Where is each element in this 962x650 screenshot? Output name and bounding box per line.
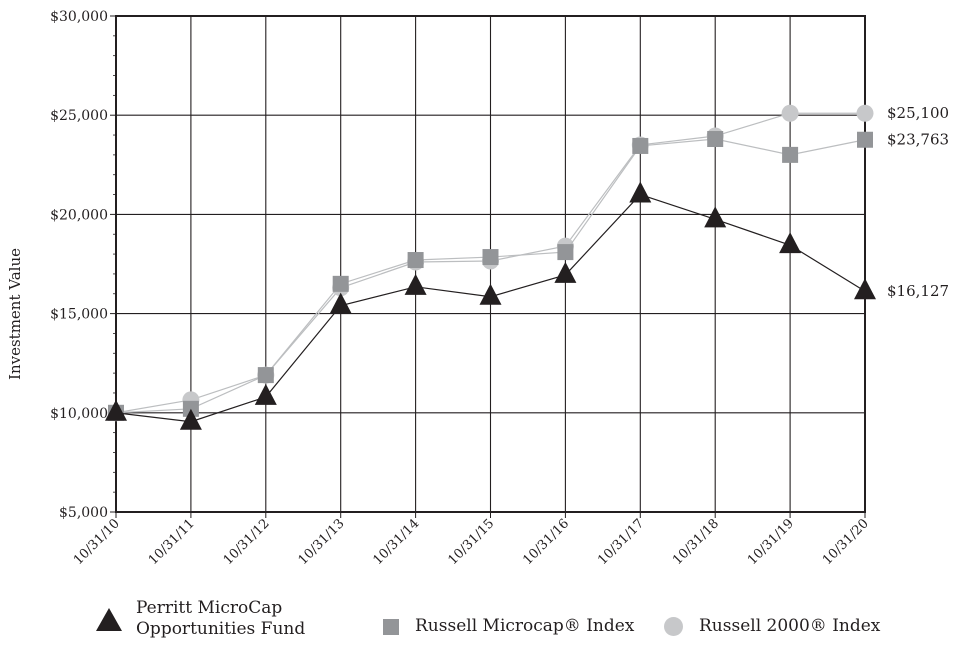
triangle-point: [704, 206, 727, 228]
legend-label-fund-line2: Opportunities Fund: [136, 619, 306, 639]
x-tick-label: 10/31/11: [146, 516, 198, 568]
square-point: [632, 137, 649, 154]
series-triangle: [105, 181, 876, 430]
square-point: [332, 275, 349, 292]
end-value-label: $23,763: [887, 131, 949, 149]
legend-item-russell-microcap: Russell Microcap® Index: [383, 616, 634, 637]
square-point: [407, 252, 424, 269]
x-tick-label: 10/31/18: [670, 516, 722, 568]
legend-item-russell-2000: Russell 2000® Index: [664, 616, 880, 637]
y-tick-label: $5,000: [59, 505, 108, 521]
y-tick-label: $10,000: [50, 406, 108, 422]
x-tick-label: 10/31/15: [445, 516, 497, 568]
triangle-point: [254, 383, 277, 405]
axis-labels: 10/31/10 10/31/11 10/31/12 10/31/13 10/31/14…: [50, 9, 949, 568]
series-lines: [105, 104, 876, 430]
x-tick-label: 10/31/20: [820, 516, 872, 568]
square-point: [857, 131, 873, 148]
triangle-point: [779, 232, 802, 254]
triangle-point: [629, 181, 652, 203]
legend-item-fund: Perritt MicroCap Opportunities Fund: [96, 598, 305, 640]
circle-point: [856, 104, 874, 122]
triangle-point: [329, 292, 352, 314]
triangle-marker-icon: [96, 607, 122, 631]
square-marker-icon: [383, 618, 399, 635]
square-point: [707, 131, 724, 148]
end-value-label: $25,100: [887, 104, 949, 122]
triangle-point: [179, 408, 202, 430]
x-tick-label: 10/31/16: [520, 516, 572, 568]
square-point: [257, 367, 274, 384]
x-tick-label: 10/31/13: [296, 516, 348, 568]
y-tick-label: $25,000: [50, 108, 108, 124]
triangle-point: [854, 278, 876, 300]
x-tick-label: 10/31/19: [745, 516, 797, 568]
y-tick-label: $30,000: [50, 9, 108, 25]
triangle-point: [105, 399, 127, 421]
line-chart: 10/31/10 10/31/11 10/31/12 10/31/13 10/31/14…: [6, 9, 949, 568]
x-tick-label: 10/31/12: [221, 516, 273, 568]
x-tick-label: 10/31/14: [371, 516, 423, 568]
legend: Perritt MicroCap Opportunities Fund Russ…: [0, 596, 962, 650]
triangle-point: [554, 261, 577, 283]
square-point: [482, 249, 499, 266]
end-value-label: $16,127: [887, 282, 949, 300]
circle-point: [781, 104, 799, 122]
legend-label-fund-line1: Perritt MicroCap: [136, 598, 283, 618]
x-tick-label: 10/31/17: [595, 516, 647, 568]
square-point: [782, 146, 799, 163]
legend-label-russell-microcap: Russell Microcap® Index: [415, 616, 635, 636]
y-axis-title: Investment Value: [6, 248, 24, 380]
square-point: [557, 244, 574, 261]
y-tick-label: $15,000: [50, 307, 108, 323]
x-tick-label: 10/31/10: [71, 516, 123, 568]
circle-marker-icon: [664, 617, 683, 636]
triangle-point: [404, 273, 427, 295]
legend-label-russell-2000: Russell 2000® Index: [699, 616, 881, 636]
y-tick-label: $20,000: [50, 207, 108, 223]
triangle-point: [479, 283, 502, 305]
